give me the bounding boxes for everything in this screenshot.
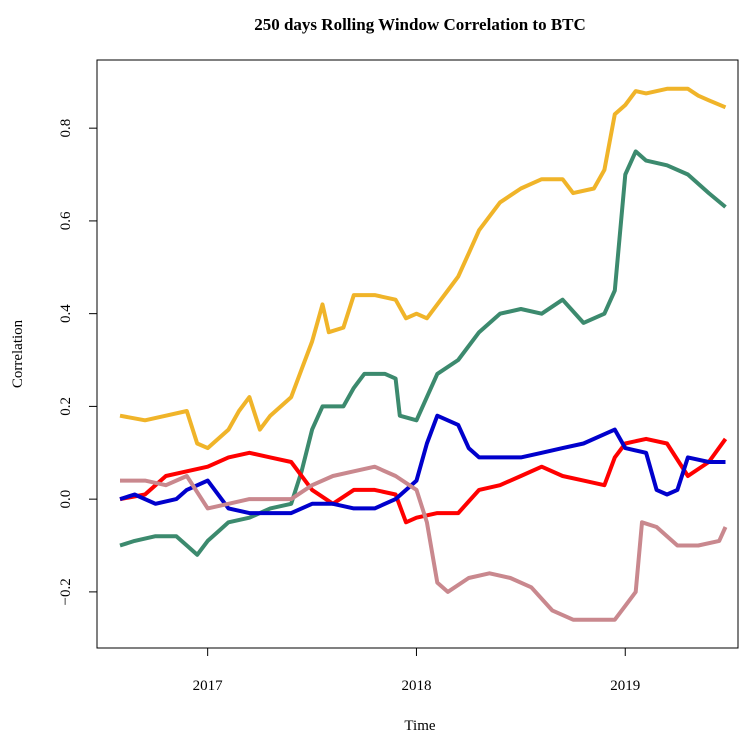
x-axis-title: Time xyxy=(404,718,435,734)
chart-title: 250 days Rolling Window Correlation to B… xyxy=(254,15,586,34)
y-axis-title: Correlation xyxy=(10,319,26,388)
plot-frame xyxy=(96,59,739,649)
x-tick-label: 2017 xyxy=(193,678,224,694)
series-line xyxy=(119,149,727,557)
x-tick-label: 2018 xyxy=(401,678,431,694)
y-tick-label: 0.0 xyxy=(58,490,74,509)
series-line xyxy=(120,464,728,622)
series-line xyxy=(119,86,727,451)
y-tick-label: 0.4 xyxy=(58,304,74,323)
x-tick-label: 2019 xyxy=(610,678,640,694)
y-tick-label: 0.8 xyxy=(58,119,74,138)
y-tick-label: −0.2 xyxy=(58,578,74,605)
y-tick-label: 0.2 xyxy=(58,397,74,416)
y-tick-label: 0.6 xyxy=(58,211,74,230)
